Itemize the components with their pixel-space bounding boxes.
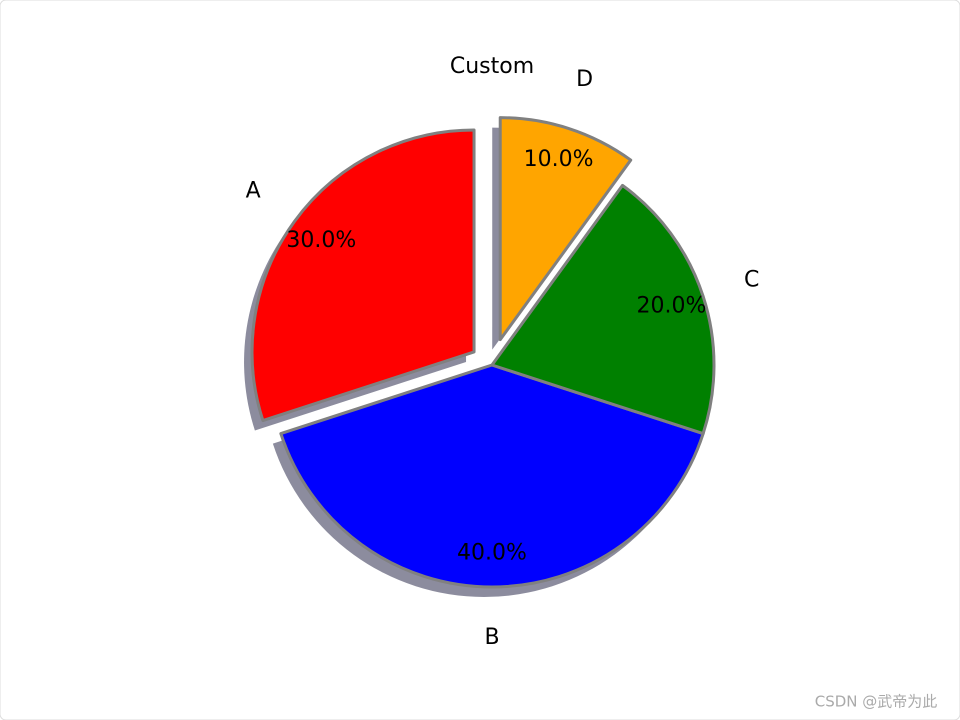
slice	[279, 363, 705, 589]
slice-label: C	[744, 268, 759, 293]
slice-label: B	[484, 625, 499, 650]
slice	[490, 183, 716, 436]
chart-title: Custom	[450, 54, 534, 79]
slice	[498, 116, 633, 342]
value-label: 40.0%	[457, 541, 527, 566]
slice	[250, 128, 476, 423]
slice-label: A	[246, 178, 261, 203]
value-label: 10.0%	[524, 147, 594, 172]
watermark: CSDN @武帝为此	[815, 693, 938, 711]
slice-label: D	[576, 67, 593, 92]
value-label: 20.0%	[637, 294, 707, 319]
value-label: 30.0%	[286, 228, 356, 253]
